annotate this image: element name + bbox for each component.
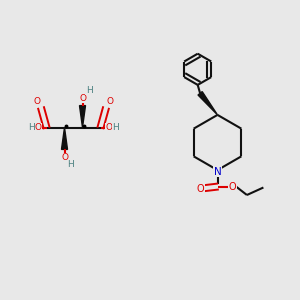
- Polygon shape: [198, 92, 218, 115]
- Text: O: O: [33, 97, 40, 106]
- Text: H: H: [86, 86, 92, 95]
- Text: H: H: [67, 160, 74, 169]
- Text: O: O: [79, 94, 86, 103]
- Polygon shape: [61, 128, 68, 149]
- Polygon shape: [80, 106, 85, 128]
- Text: H: H: [28, 123, 35, 132]
- Text: O: O: [229, 182, 236, 192]
- Text: O: O: [61, 153, 68, 162]
- Text: O: O: [107, 97, 114, 106]
- Text: O: O: [35, 123, 42, 132]
- Text: O: O: [105, 123, 112, 132]
- Text: O: O: [197, 184, 205, 194]
- Text: H: H: [112, 123, 119, 132]
- Text: N: N: [214, 167, 221, 177]
